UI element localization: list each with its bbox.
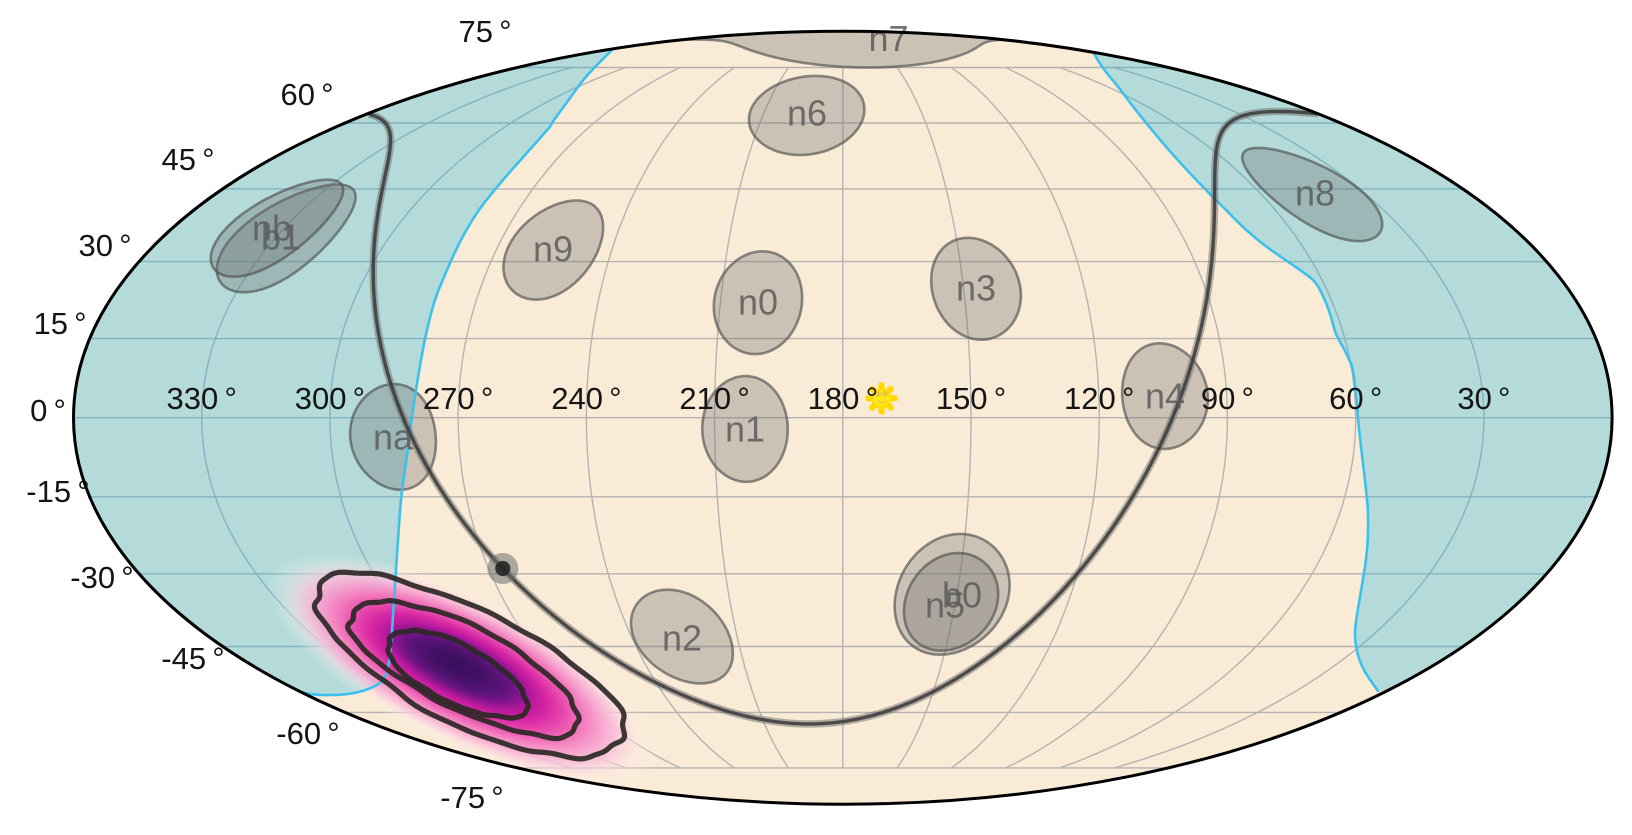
- svg-text:15 °: 15 °: [33, 306, 86, 341]
- svg-text:120 °: 120 °: [1064, 381, 1134, 416]
- svg-text:b0: b0: [942, 575, 982, 616]
- svg-text:-15 °: -15 °: [26, 474, 89, 509]
- svg-text:n9: n9: [533, 229, 573, 270]
- svg-text:240 °: 240 °: [551, 381, 621, 416]
- svg-text:n6: n6: [787, 93, 827, 134]
- svg-text:n0: n0: [738, 282, 778, 323]
- svg-text:b1: b1: [261, 217, 301, 258]
- svg-text:0 °: 0 °: [30, 393, 66, 428]
- svg-text:60 °: 60 °: [1329, 381, 1382, 416]
- svg-text:na: na: [373, 417, 414, 458]
- svg-text:210 °: 210 °: [679, 381, 749, 416]
- svg-text:n3: n3: [956, 268, 996, 309]
- svg-text:150 °: 150 °: [936, 381, 1006, 416]
- svg-text:180 °: 180 °: [808, 381, 878, 416]
- svg-text:-60 °: -60 °: [276, 716, 339, 751]
- svg-text:n5: n5: [925, 585, 965, 626]
- svg-text:n2: n2: [662, 618, 702, 659]
- svg-text:270 °: 270 °: [423, 381, 493, 416]
- svg-text:75 °: 75 °: [458, 14, 511, 49]
- svg-text:45 °: 45 °: [161, 142, 214, 177]
- svg-text:90 °: 90 °: [1201, 381, 1254, 416]
- svg-text:60 °: 60 °: [280, 77, 333, 112]
- svg-text:-45 °: -45 °: [161, 641, 224, 676]
- svg-text:330 °: 330 °: [167, 381, 237, 416]
- svg-text:n7: n7: [868, 18, 908, 59]
- svg-text:n8: n8: [1295, 173, 1335, 214]
- svg-text:-30 °: -30 °: [70, 560, 133, 595]
- svg-text:30 °: 30 °: [78, 228, 131, 263]
- svg-text:nb: nb: [252, 208, 292, 249]
- svg-text:n1: n1: [725, 409, 765, 450]
- svg-text:n4: n4: [1145, 376, 1185, 417]
- svg-text:300 °: 300 °: [295, 381, 365, 416]
- svg-text:30 °: 30 °: [1457, 381, 1510, 416]
- svg-text:-75 °: -75 °: [440, 780, 503, 815]
